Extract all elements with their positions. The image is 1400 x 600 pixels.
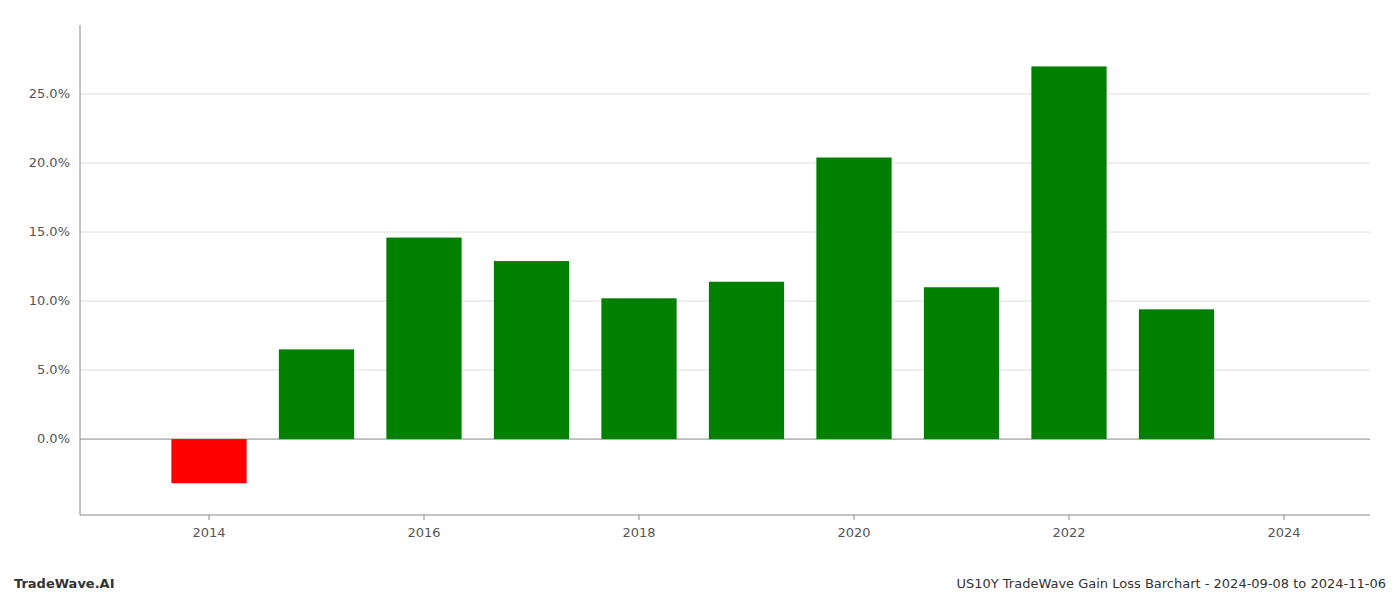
y-tick-label: 15.0% — [29, 224, 70, 239]
x-tick-label: 2016 — [407, 525, 440, 540]
y-axis-line — [80, 25, 81, 515]
bar — [709, 282, 784, 439]
bar — [279, 349, 354, 439]
title: US10Y TradeWave Gain Loss Barchart - 202… — [956, 576, 1386, 591]
x-axis-line — [80, 515, 1370, 516]
x-ticks: 2014 2016 2018 2020 2022 2024 — [192, 515, 1300, 540]
bar — [924, 287, 999, 439]
grid-line — [80, 232, 1370, 233]
x-tick-label: 2024 — [1267, 525, 1300, 540]
x-tick-label: 2018 — [622, 525, 655, 540]
x-tick — [424, 515, 425, 520]
watermark: TradeWave.AI — [14, 576, 115, 591]
bar — [816, 158, 891, 440]
grid-line — [80, 163, 1370, 164]
x-tick — [1069, 515, 1070, 520]
bar — [1031, 66, 1106, 439]
y-tick-label: 20.0% — [29, 155, 70, 170]
y-tick-label: 0.0% — [37, 431, 70, 446]
x-tick — [1284, 515, 1285, 520]
y-tick-label: 25.0% — [29, 86, 70, 101]
axes — [80, 25, 1370, 515]
bar — [494, 261, 569, 439]
x-tick — [209, 515, 210, 520]
grid-line — [80, 94, 1370, 95]
bar — [171, 439, 246, 483]
x-tick — [639, 515, 640, 520]
bar — [1139, 309, 1214, 439]
chart-svg: 0.0% 5.0% 10.0% 15.0% 20.0% 25.0% 2014 2016 2018… — [0, 0, 1400, 600]
y-tick-label: 5.0% — [37, 362, 70, 377]
bar — [386, 238, 461, 440]
bar — [601, 298, 676, 439]
x-tick — [854, 515, 855, 520]
x-tick-label: 2022 — [1052, 525, 1085, 540]
x-tick-label: 2020 — [837, 525, 870, 540]
x-tick-label: 2014 — [192, 525, 225, 540]
bars — [171, 66, 1214, 483]
grid — [80, 94, 1370, 439]
y-ticks: 0.0% 5.0% 10.0% 15.0% 20.0% 25.0% — [29, 86, 70, 446]
y-tick-label: 10.0% — [29, 293, 70, 308]
